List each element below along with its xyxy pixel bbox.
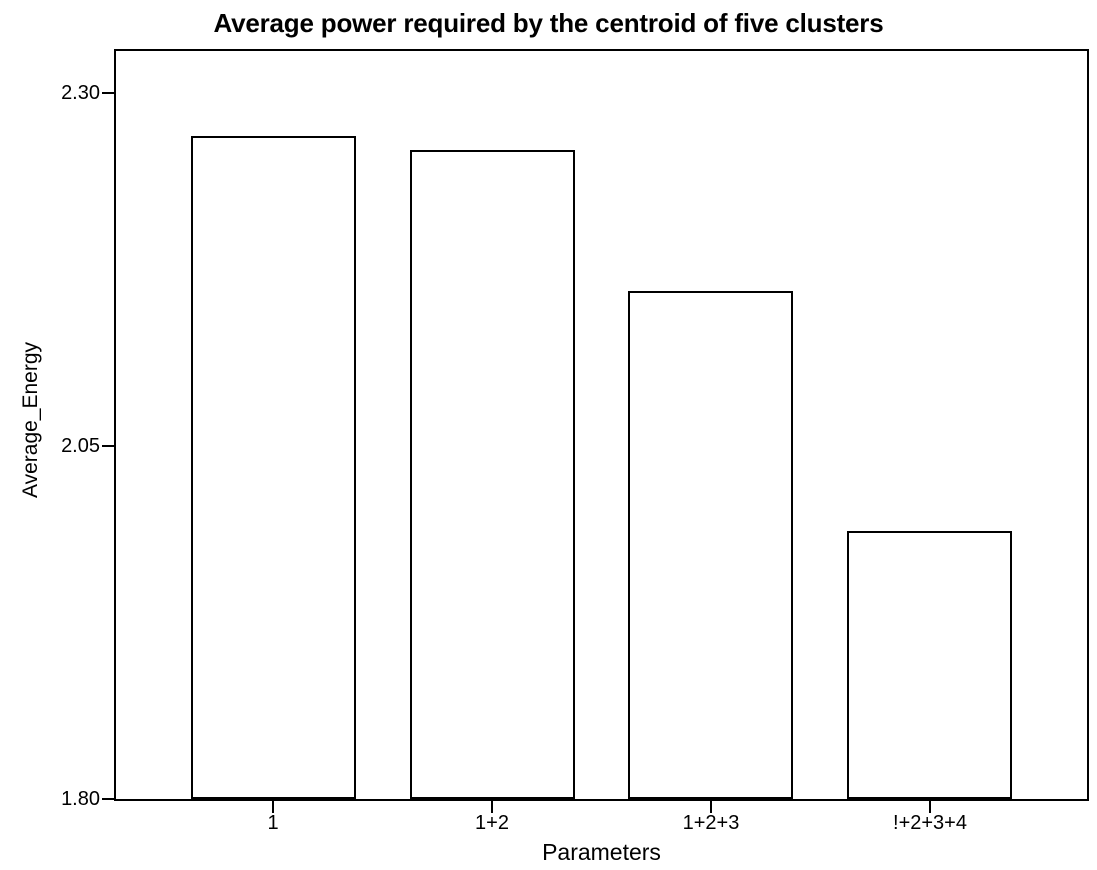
x-tick-1 [272, 801, 274, 813]
bar-1 [191, 136, 356, 799]
x-tick-label-4: !+2+3+4 [893, 812, 967, 834]
x-tick-label-3: 1+2+3 [682, 812, 740, 834]
bar-2 [410, 150, 575, 799]
y-tick-2.30 [102, 92, 115, 94]
y-tick-label-2.05: 2.05 [61, 435, 100, 457]
x-axis-title: Parameters [542, 839, 661, 865]
x-tick-4 [929, 801, 931, 813]
y-tick-1.80 [102, 798, 115, 800]
x-tick-label-2: 1+2 [475, 812, 509, 834]
x-tick-3 [710, 801, 712, 813]
plot-area [114, 49, 1089, 801]
x-tick-label-1: 1 [267, 812, 279, 834]
y-tick-label-2.30: 2.30 [61, 82, 100, 104]
chart-title: Average power required by the centroid o… [213, 8, 884, 38]
y-tick-2.05 [102, 445, 115, 447]
y-axis-title: Average_Energy [19, 341, 42, 499]
bar-4 [847, 531, 1012, 799]
bar-3 [628, 291, 793, 799]
y-tick-label-1.80: 1.80 [61, 788, 100, 810]
x-tick-2 [491, 801, 493, 813]
